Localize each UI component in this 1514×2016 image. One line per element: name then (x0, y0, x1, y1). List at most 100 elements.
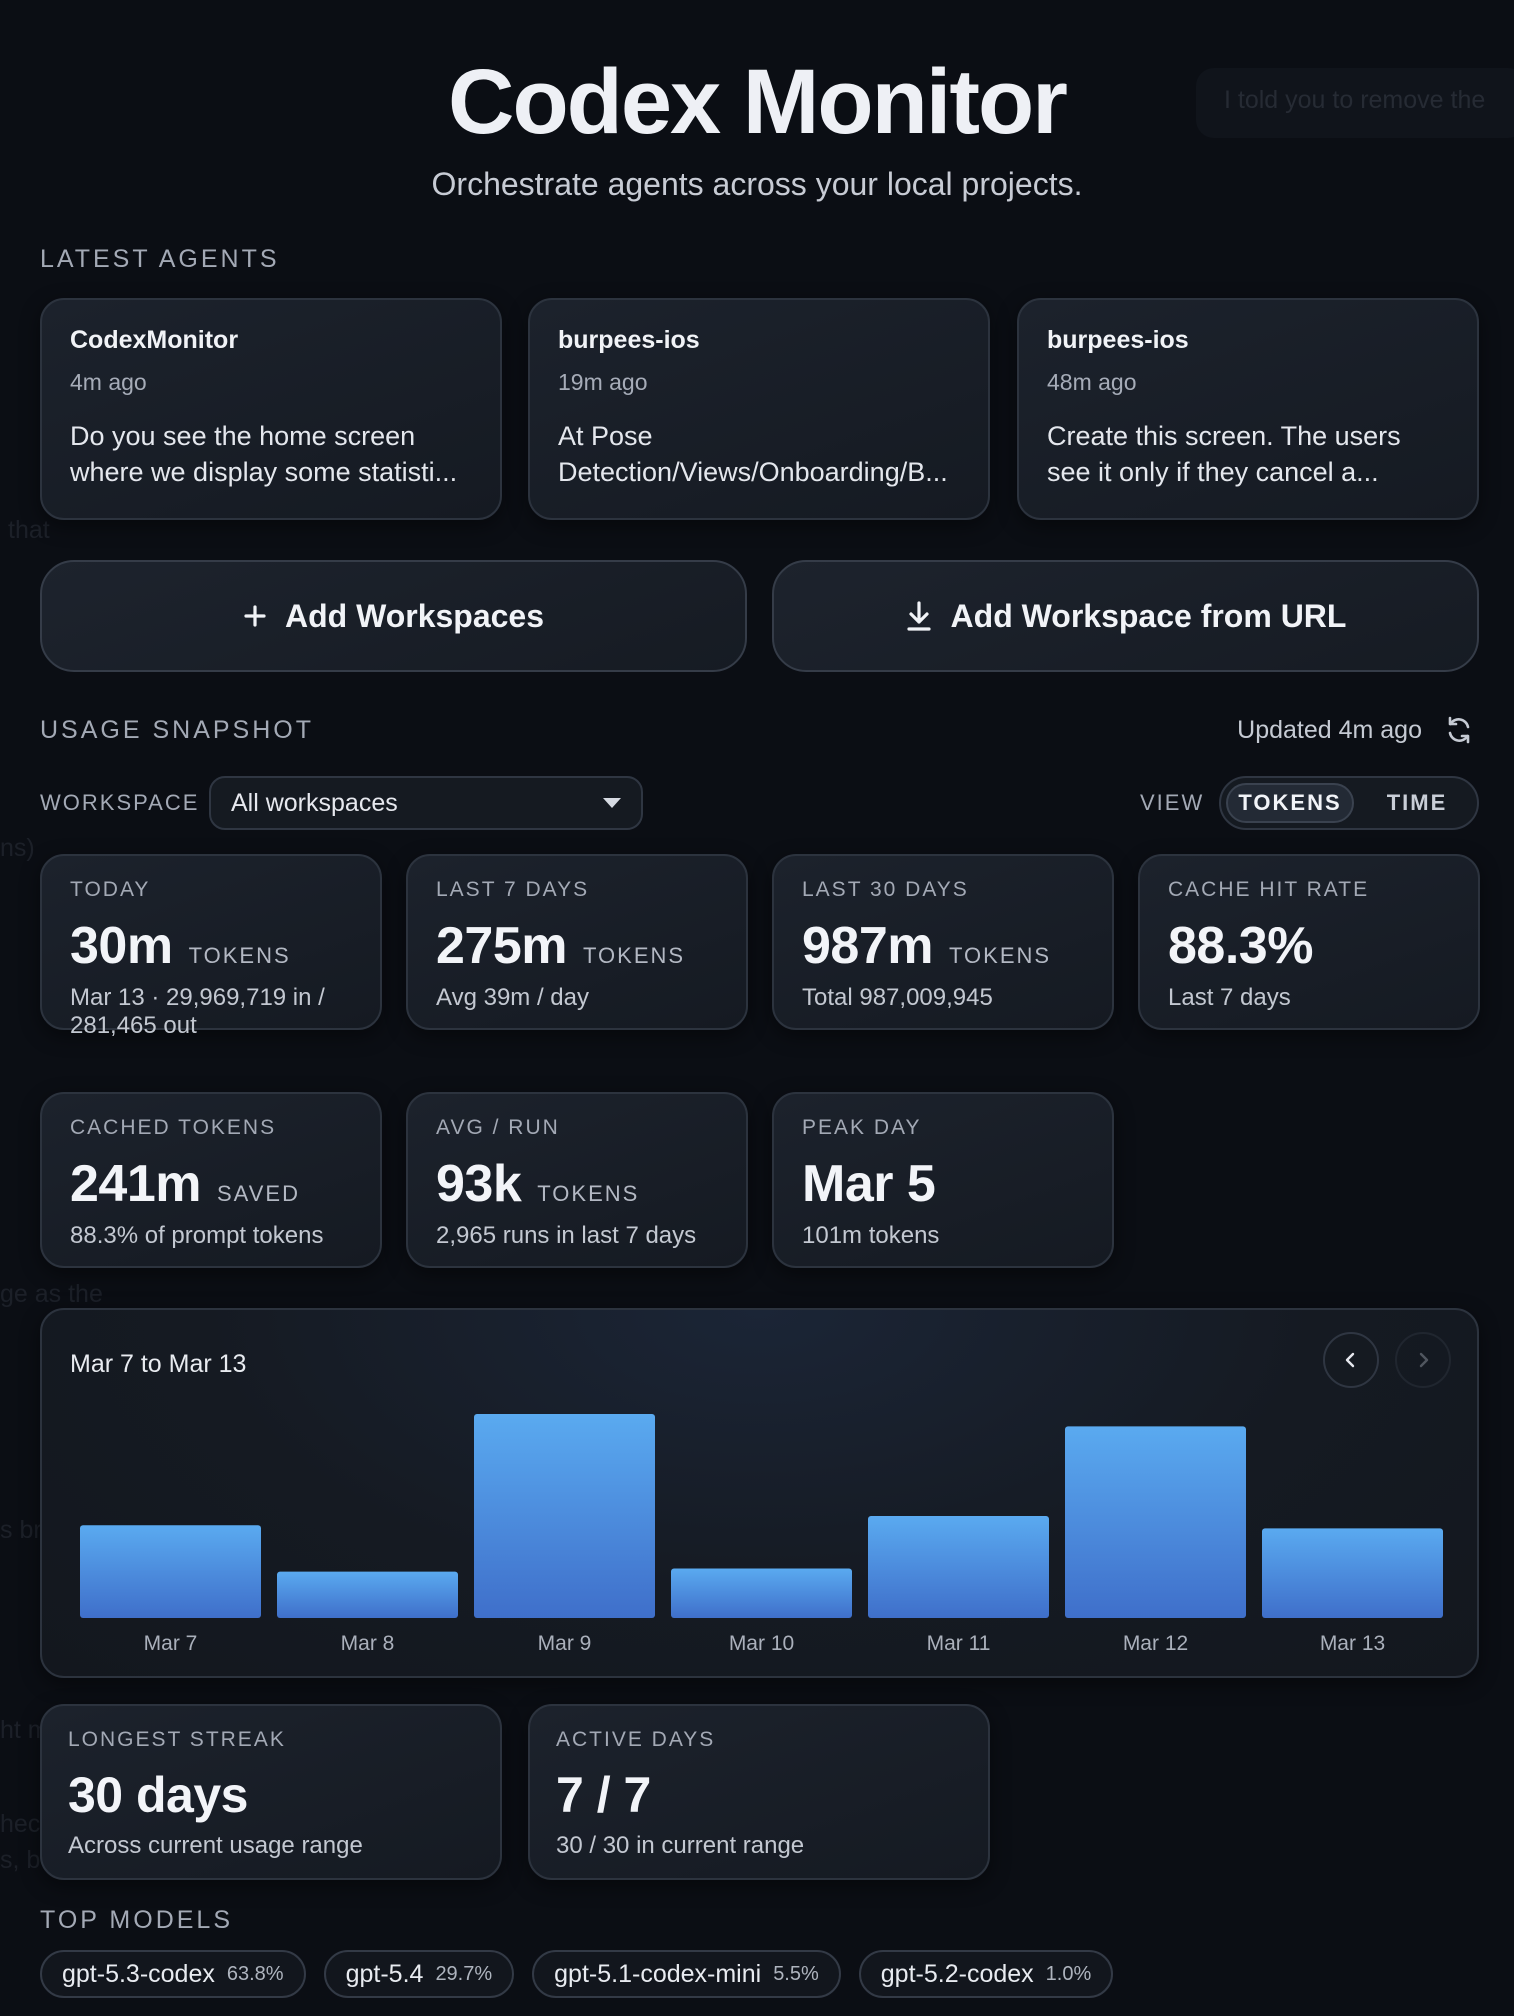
stat-value: 30 days (68, 1767, 248, 1823)
stat-unit: TOKENS (188, 943, 291, 968)
agent-message-preview: At Pose Detection/Views/Onboarding/B... (558, 421, 948, 487)
stat-value: 30m (70, 917, 173, 975)
agent-message-preview: Do you see the home screen where we disp… (70, 421, 458, 487)
stat-unit: SAVED (217, 1181, 300, 1206)
workspace-select[interactable]: All workspaces (209, 776, 643, 830)
stat-value: Mar 5 (802, 1155, 936, 1213)
background-text-fragment: that (8, 516, 50, 544)
agent-time: 48m ago (1047, 369, 1137, 395)
stat-unit: TOKENS (537, 1181, 640, 1206)
updated-timestamp: Updated 4m ago (1237, 716, 1422, 744)
top-models-list: gpt-5.3-codex 63.8% gpt-5.4 29.7% gpt-5.… (40, 1950, 1114, 1998)
model-share: 63.8% (226, 1962, 284, 1985)
background-text-fragment: hec (0, 1810, 41, 1838)
model-share: 1.0% (1045, 1962, 1092, 1985)
download-icon (906, 601, 931, 631)
stat-card-cache-hit-rate: CACHE HIT RATE 88.3% Last 7 days (1138, 854, 1480, 1030)
stat-detail: Mar 13 · 29,969,719 in / 281,465 out (70, 984, 325, 1039)
stat-value: 987m (802, 917, 934, 975)
stat-value: 275m (436, 917, 568, 975)
agent-card[interactable]: CodexMonitor 4m ago Do you see the home … (40, 298, 502, 520)
app-title: Codex Monitor (448, 51, 1068, 153)
chevron-left-icon (1345, 1352, 1355, 1368)
chart-bar (277, 1571, 458, 1618)
chart-x-label: Mar 13 (1320, 1632, 1385, 1655)
top-models-heading: TOP MODELS (40, 1906, 234, 1934)
longest-streak-card: LONGEST STREAK 30 days Across current us… (40, 1704, 502, 1880)
model-name: gpt-5.2-codex (880, 1959, 1034, 1988)
active-days-card: ACTIVE DAYS 7 / 7 30 / 30 in current ran… (528, 1704, 990, 1880)
agent-time: 19m ago (558, 369, 648, 395)
stat-detail: Across current usage range (68, 1832, 363, 1859)
agent-workspace-name: CodexMonitor (70, 326, 239, 354)
usage-chart-card: Mar 7 to Mar 13 Mar 7 Mar 8 Mar 9 Mar 10 Mar… (40, 1308, 1479, 1678)
stat-label: LAST 30 DAYS (802, 878, 969, 901)
chart-bar (1262, 1528, 1443, 1618)
agent-card[interactable]: burpees-ios 19m ago At Pose Detection/Vi… (528, 298, 990, 520)
stat-value: 93k (436, 1155, 522, 1213)
plus-icon (244, 605, 266, 627)
model-name: gpt-5.4 (345, 1959, 424, 1988)
model-pill: gpt-5.1-codex-mini 5.5% (532, 1950, 841, 1998)
chart-x-label: Mar 12 (1123, 1632, 1188, 1655)
background-message-bubble: I told you to remove the (1196, 68, 1514, 138)
chart-x-label: Mar 7 (144, 1632, 198, 1655)
agent-message-preview: Create this screen. The users see it onl… (1047, 421, 1401, 487)
chart-x-label: Mar 9 (538, 1632, 592, 1655)
stat-card-last-7-days: LAST 7 DAYS 275m TOKENS Avg 39m / day (406, 854, 748, 1030)
view-toggle: TOKENS TIME (1219, 776, 1479, 830)
stat-label: AVG / RUN (436, 1116, 560, 1139)
chart-bar (80, 1525, 261, 1618)
stat-label: TODAY (70, 878, 151, 901)
background-text-fragment: ns) (0, 834, 35, 862)
view-tokens-tab[interactable]: TOKENS (1226, 783, 1354, 823)
agent-card[interactable]: burpees-ios 48m ago Create this screen. … (1017, 298, 1479, 520)
background-text-fragment: s, b (0, 1846, 41, 1874)
workspace-filter-label: WORKSPACE (40, 790, 200, 815)
model-share: 29.7% (435, 1962, 493, 1985)
chevron-down-icon (603, 798, 621, 808)
chevron-right-icon (1419, 1352, 1429, 1368)
stat-detail: Last 7 days (1168, 984, 1291, 1011)
view-time-tab[interactable]: TIME (1386, 790, 1448, 815)
background-text-fragment: s br (0, 1516, 42, 1544)
add-workspace-from-url-button[interactable]: Add Workspace from URL (772, 560, 1479, 672)
usage-bar-chart: Mar 7 Mar 8 Mar 9 Mar 10 Mar 11 Mar 12 Mar 13 (80, 1414, 1443, 1655)
add-workspaces-button[interactable]: Add Workspaces (40, 560, 747, 672)
chart-x-label: Mar 10 (729, 1632, 794, 1655)
stat-label: LONGEST STREAK (68, 1728, 286, 1751)
background-text-fragment: ge as the (0, 1280, 103, 1308)
model-pill: gpt-5.4 29.7% (323, 1950, 515, 1998)
refresh-icon[interactable] (1444, 715, 1474, 745)
stat-unit: TOKENS (949, 943, 1052, 968)
stat-detail: Total 987,009,945 (802, 984, 993, 1011)
usage-snapshot-heading: USAGE SNAPSHOT (40, 716, 314, 744)
stat-label: CACHE HIT RATE (1168, 878, 1370, 901)
chart-bar (474, 1414, 655, 1618)
stat-unit: TOKENS (583, 943, 686, 968)
chart-range-label: Mar 7 to Mar 13 (70, 1350, 247, 1378)
model-name: gpt-5.3-codex (62, 1959, 215, 1988)
chart-bar (1065, 1426, 1246, 1618)
stat-detail: 88.3% of prompt tokens (70, 1222, 324, 1249)
stat-detail: 2,965 runs in last 7 days (436, 1222, 697, 1249)
agent-workspace-name: burpees-ios (558, 326, 700, 354)
add-workspaces-label: Add Workspaces (284, 597, 545, 634)
model-pill: gpt-5.2-codex 1.0% (858, 1950, 1114, 1998)
stat-label: LAST 7 DAYS (436, 878, 590, 901)
chart-x-label: Mar 11 (927, 1632, 991, 1655)
stat-label: CACHED TOKENS (70, 1116, 277, 1139)
stat-detail: 101m tokens (802, 1222, 940, 1249)
model-share: 5.5% (773, 1962, 819, 1985)
stat-value: 88.3% (1168, 917, 1313, 975)
chart-next-button[interactable] (1395, 1332, 1451, 1388)
workspace-select-value: All workspaces (231, 788, 398, 817)
chart-x-label: Mar 8 (341, 1632, 395, 1655)
chart-previous-button[interactable] (1323, 1332, 1379, 1388)
chart-bar (868, 1516, 1049, 1618)
model-name: gpt-5.1-codex-mini (554, 1959, 762, 1988)
stat-card-peak-day: PEAK DAY Mar 5 101m tokens (772, 1092, 1114, 1268)
stat-card-today: TODAY 30m TOKENS Mar 13 · 29,969,719 in … (40, 854, 382, 1039)
stat-card-avg-per-run: AVG / RUN 93k TOKENS 2,965 runs in last … (406, 1092, 748, 1268)
agent-workspace-name: burpees-ios (1047, 326, 1189, 354)
